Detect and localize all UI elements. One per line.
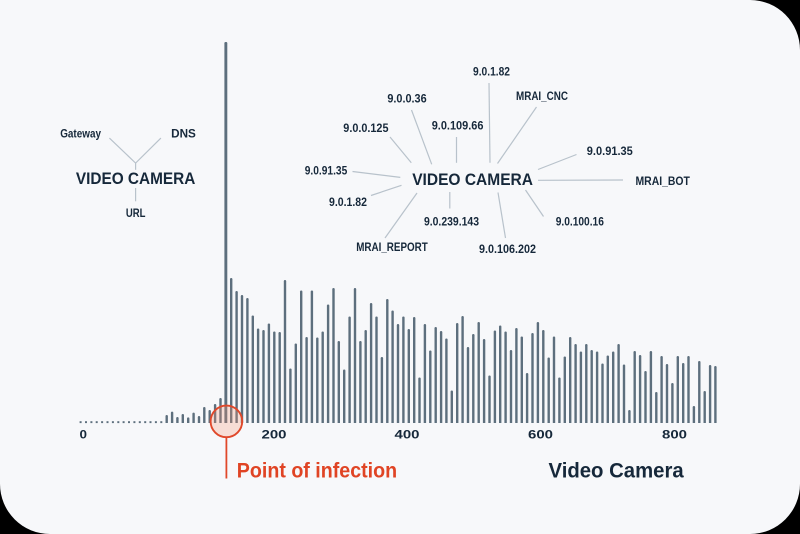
svg-text:VIDEO CAMERA: VIDEO CAMERA: [76, 169, 196, 188]
svg-text:9.0.91.35: 9.0.91.35: [587, 146, 634, 158]
svg-text:800: 800: [662, 428, 687, 442]
svg-text:MRAI_BOT: MRAI_BOT: [636, 176, 690, 188]
svg-text:Gateway: Gateway: [60, 129, 101, 141]
svg-text:9.0.106.202: 9.0.106.202: [479, 244, 536, 256]
svg-text:9.0.0.36: 9.0.0.36: [387, 94, 426, 106]
svg-text:9.0.109.66: 9.0.109.66: [432, 121, 484, 133]
svg-text:9.0.239.143: 9.0.239.143: [424, 217, 479, 229]
svg-text:9.0.1.82: 9.0.1.82: [473, 67, 510, 79]
svg-text:URL: URL: [126, 208, 146, 220]
svg-text:DNS: DNS: [171, 129, 196, 141]
svg-text:200: 200: [262, 428, 287, 442]
svg-text:9.0.0.125: 9.0.0.125: [343, 123, 389, 135]
svg-text:600: 600: [528, 428, 553, 442]
svg-text:400: 400: [395, 428, 420, 442]
svg-text:9.0.100.16: 9.0.100.16: [556, 217, 604, 229]
svg-text:MRAI_REPORT: MRAI_REPORT: [356, 242, 428, 254]
svg-text:Point of infection: Point of infection: [237, 460, 397, 483]
svg-text:9.0.91.35: 9.0.91.35: [305, 166, 348, 178]
svg-text:0: 0: [80, 428, 88, 442]
svg-text:Video Camera: Video Camera: [549, 459, 685, 482]
svg-text:9.0.1.82: 9.0.1.82: [329, 197, 367, 209]
svg-text:MRAI_CNC: MRAI_CNC: [516, 91, 568, 103]
svg-text:VIDEO CAMERA: VIDEO CAMERA: [412, 170, 533, 189]
